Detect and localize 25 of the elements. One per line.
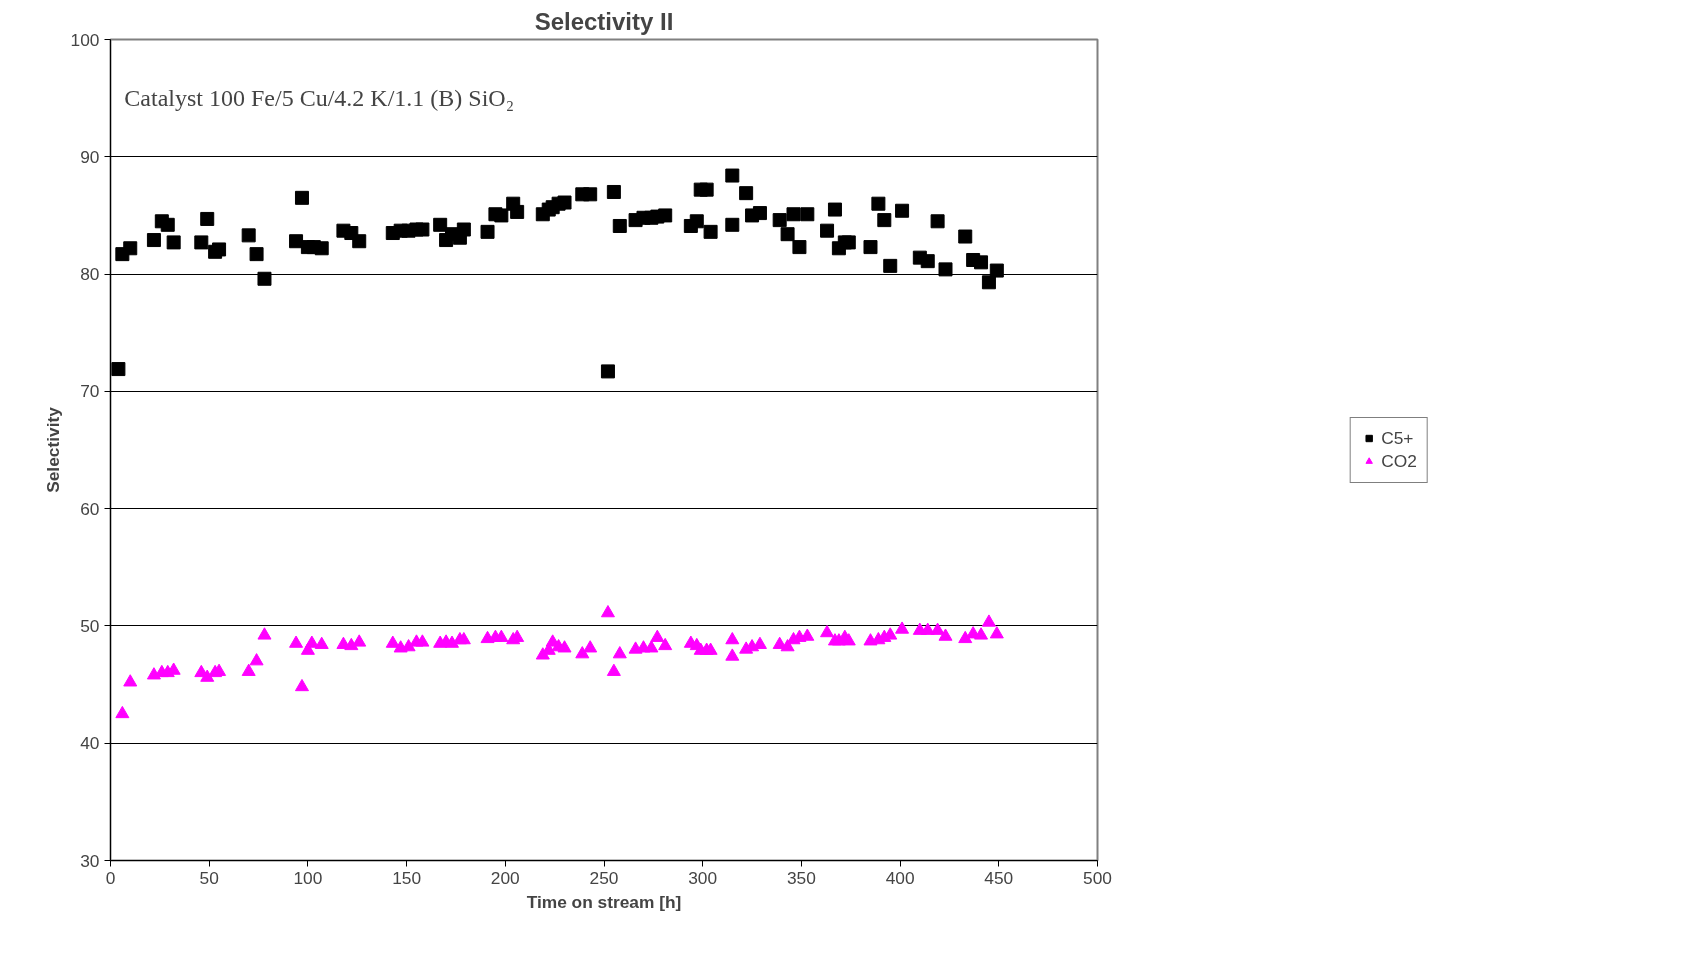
x-tick-label: 50: [199, 867, 219, 888]
x-tick-label: 200: [490, 867, 520, 888]
y-tick-label: 40: [80, 733, 100, 754]
y-tick-label: 90: [80, 146, 100, 167]
legend-label: CO2: [1381, 450, 1417, 472]
x-axis-title: Time on stream [h]: [526, 891, 682, 912]
y-tick-label: 60: [80, 498, 100, 519]
x-tick-label: 0: [105, 867, 116, 888]
y-tick-label: 30: [80, 850, 100, 871]
x-tick-label: 350: [786, 867, 816, 888]
x-tick-label: 400: [885, 867, 915, 888]
x-tick-label: 450: [984, 867, 1014, 888]
x-tick-label: 250: [589, 867, 619, 888]
y-tick-label: 80: [80, 264, 100, 285]
annotation: Catalyst 100 Fe/5 Cu/4.2 K/1.1 (B) SiO₂: [124, 85, 515, 112]
x-tick-label: 100: [293, 867, 323, 888]
y-tick-label: 100: [70, 29, 100, 50]
x-tick-label: 300: [688, 867, 718, 888]
x-tick-label: 150: [392, 867, 422, 888]
y-axis-title: Selectivity: [42, 406, 63, 493]
x-tick-label: 500: [1083, 867, 1112, 888]
y-tick-label: 70: [80, 381, 100, 402]
legend-label: C5+: [1381, 427, 1414, 449]
y-tick-label: 50: [80, 615, 100, 636]
chart-title: Selectivity II: [534, 7, 674, 35]
